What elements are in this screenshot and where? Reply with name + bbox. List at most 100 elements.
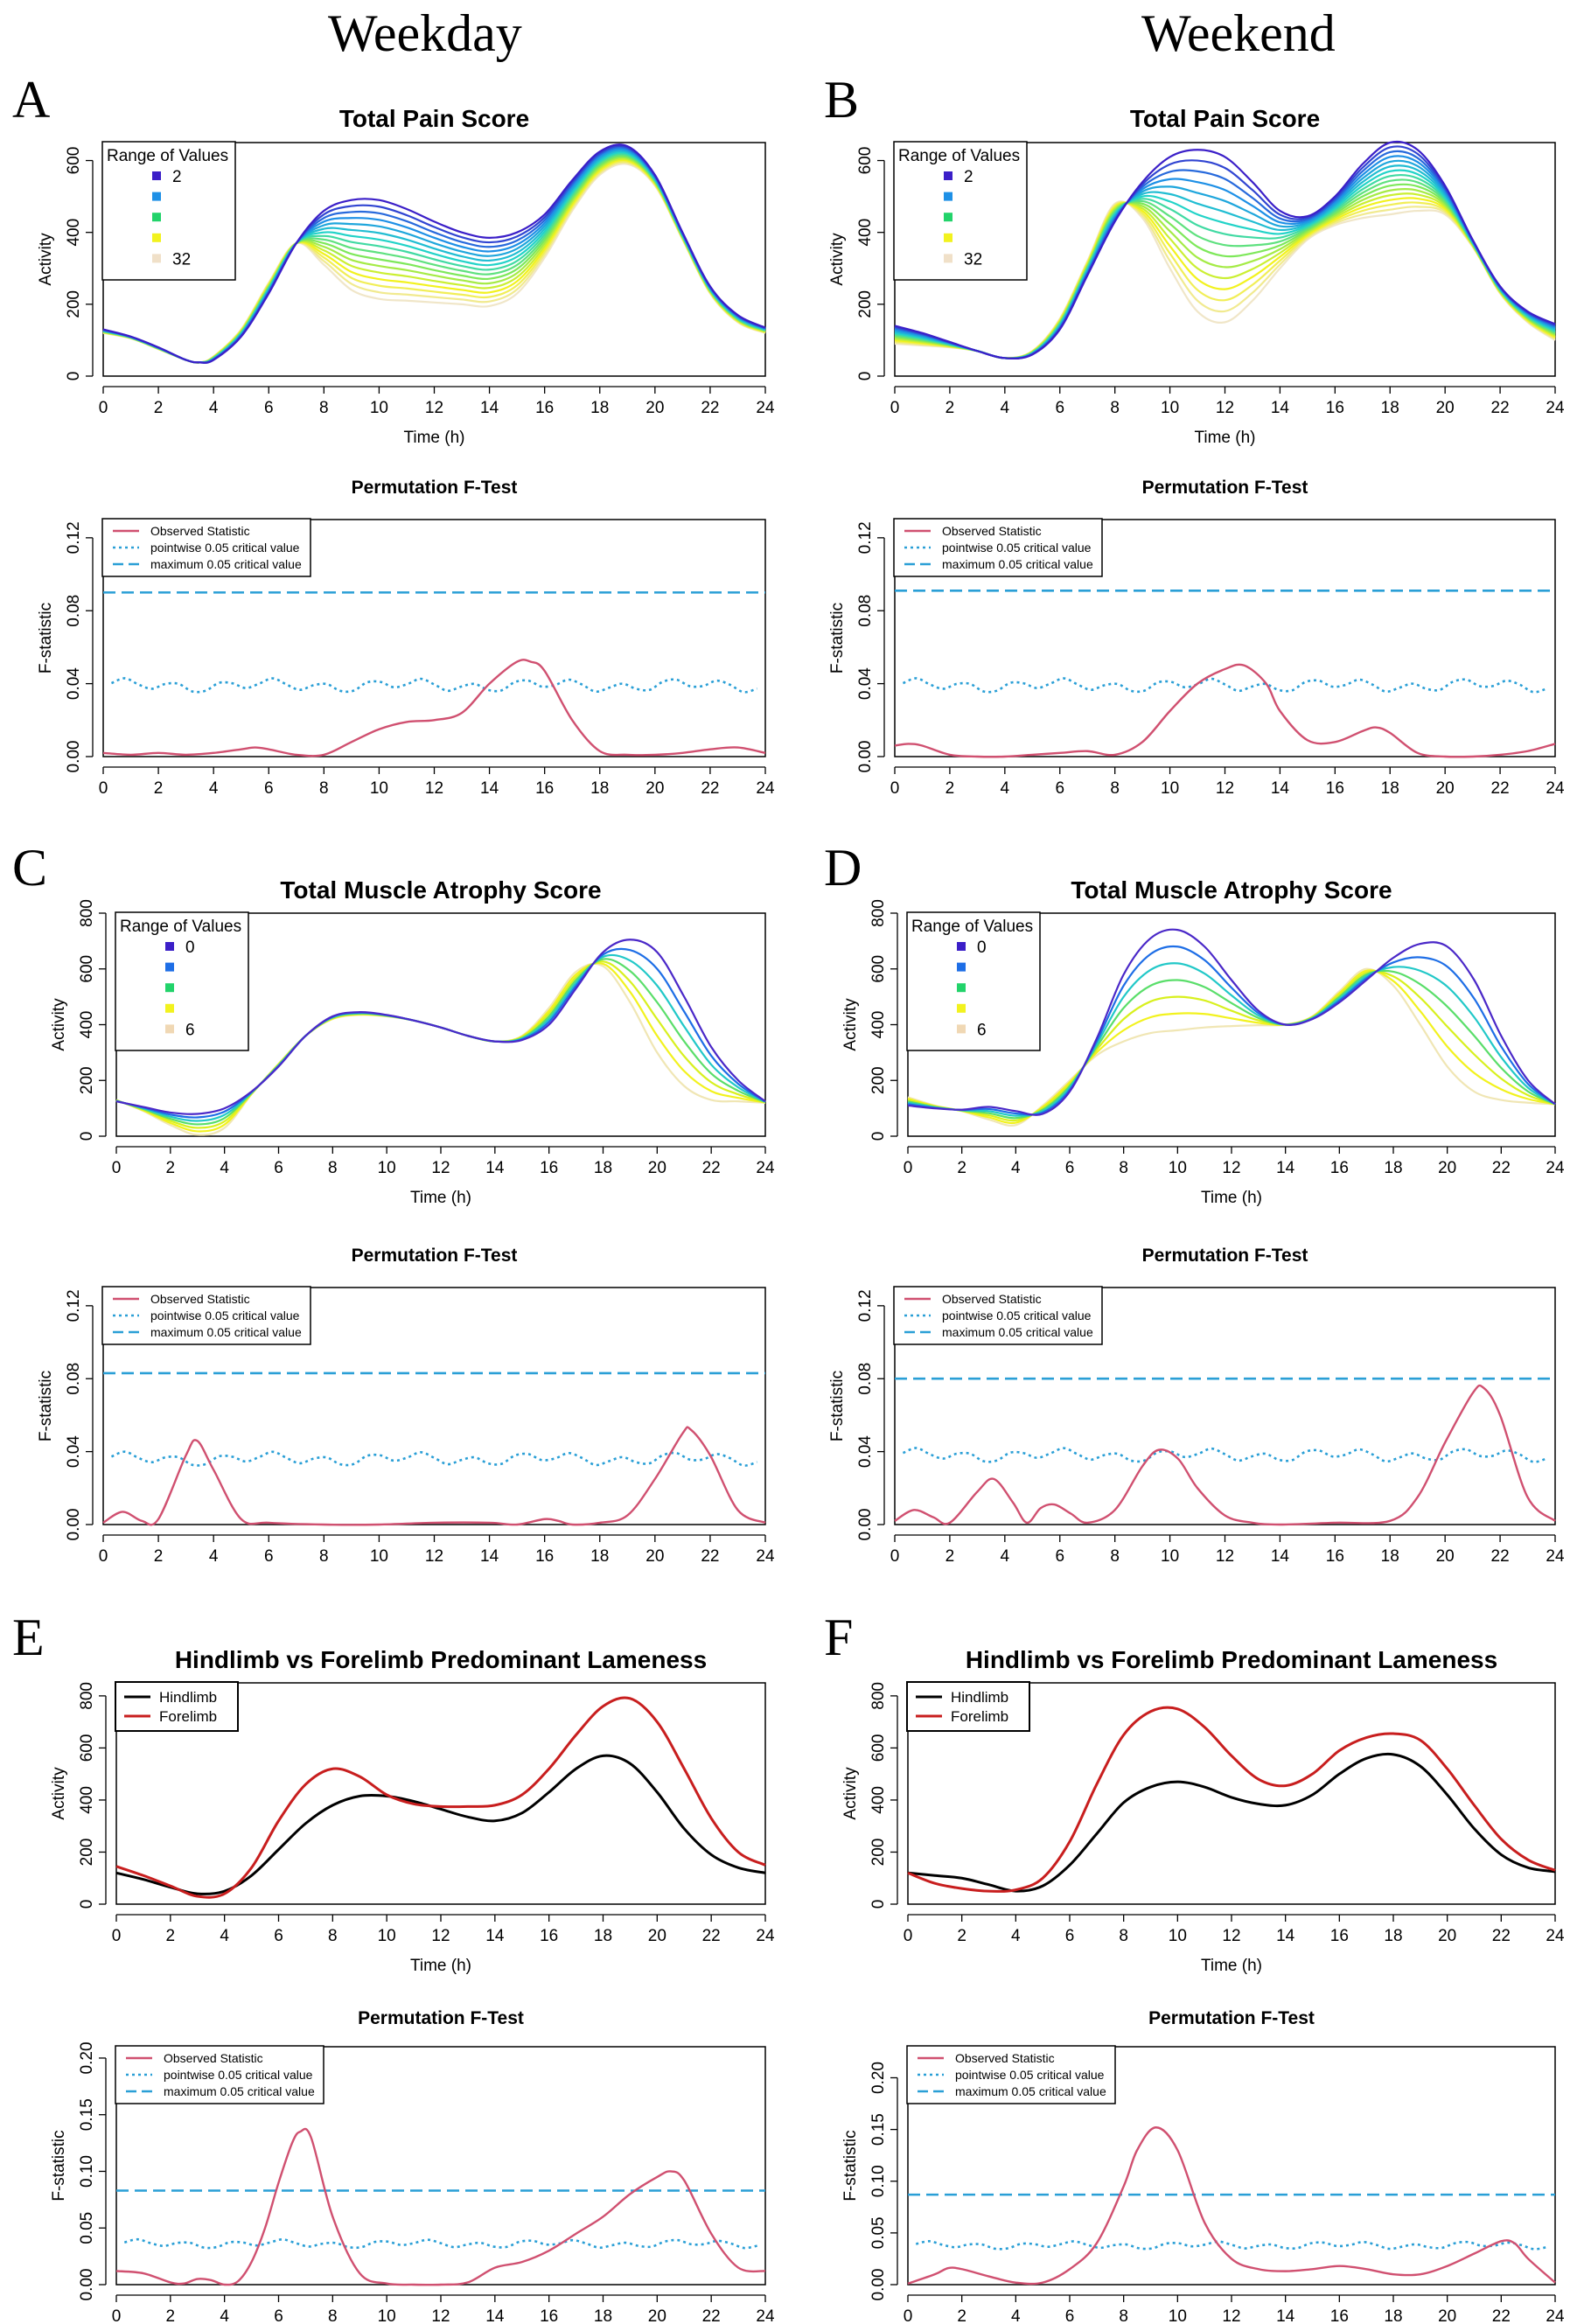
x-tick-label: 18 bbox=[1384, 2307, 1402, 2324]
x-tick-label: 18 bbox=[1381, 399, 1399, 417]
x-tick-label: 22 bbox=[1492, 1159, 1511, 1177]
x-tick-label: 16 bbox=[535, 779, 554, 798]
y-tick-label: 0.00 bbox=[856, 1509, 875, 1541]
legend-swatch bbox=[957, 1024, 966, 1034]
x-tick-label: 4 bbox=[220, 2307, 229, 2324]
x-tick-label: 20 bbox=[1436, 779, 1455, 798]
y-tick-label: 0.08 bbox=[856, 595, 875, 627]
x-tick-label: 16 bbox=[535, 1547, 554, 1566]
series-group bbox=[102, 1371, 766, 1526]
chart-title: Hindlimb vs Forelimb Predominant Lamenes… bbox=[175, 1646, 707, 1673]
panel-letter-d: D bbox=[824, 839, 862, 897]
legend-label: 6 bbox=[977, 1021, 987, 1039]
plot-frame bbox=[907, 2046, 1556, 2286]
x-tick-label: 8 bbox=[319, 779, 329, 798]
legend-label: 32 bbox=[172, 250, 191, 269]
x-tick-label: 22 bbox=[702, 1159, 721, 1177]
x-tick-label: 6 bbox=[274, 2307, 283, 2324]
x-tick-label: 4 bbox=[1001, 779, 1010, 798]
x-tick-label: 8 bbox=[1110, 779, 1120, 798]
legend-box bbox=[893, 1286, 1103, 1345]
x-tick-label: 20 bbox=[1436, 399, 1455, 417]
x-tick-label: 4 bbox=[209, 399, 219, 417]
x-tick-label: 8 bbox=[328, 1927, 338, 1945]
y-tick-label: 200 bbox=[78, 1066, 96, 1094]
x-tick-label: 20 bbox=[1436, 1547, 1455, 1566]
x-tick-label: 2 bbox=[166, 2307, 176, 2324]
y-axis-label: Activity bbox=[841, 1767, 860, 1820]
observed-statistic-line bbox=[907, 2126, 1556, 2286]
legend-label: pointwise 0.05 critical value bbox=[164, 2068, 313, 2082]
legend: Range of Values 2 32 bbox=[893, 141, 1028, 281]
axes: Hindlimb vs Forelimb Predominant Lamenes… bbox=[50, 1646, 775, 1975]
x-tick-label: 14 bbox=[1271, 1547, 1290, 1566]
y-axis-label: F-statistic bbox=[841, 2130, 860, 2201]
x-tick-label: 18 bbox=[1381, 1547, 1399, 1566]
y-tick-label: 0.00 bbox=[869, 2269, 888, 2301]
x-tick-label: 12 bbox=[425, 1547, 443, 1566]
legend: Observed Statistic pointwise 0.05 critica… bbox=[906, 2045, 1116, 2104]
x-tick-label: 10 bbox=[370, 779, 388, 798]
y-tick-label: 200 bbox=[65, 290, 83, 318]
x-tick-label: 2 bbox=[154, 779, 164, 798]
y-tick-label: 0.12 bbox=[856, 521, 875, 554]
chart-title: Total Muscle Atrophy Score bbox=[280, 876, 601, 904]
y-axis-label: F-statistic bbox=[37, 603, 55, 673]
x-tick-label: 24 bbox=[756, 779, 775, 798]
y-tick-label: 200 bbox=[869, 1066, 888, 1094]
y-tick-label: 800 bbox=[869, 1682, 888, 1710]
x-tick-label: 6 bbox=[274, 1159, 283, 1177]
legend-swatch bbox=[152, 233, 161, 242]
x-tick-label: 24 bbox=[1546, 2307, 1565, 2324]
x-tick-label: 20 bbox=[648, 2307, 666, 2324]
legend-label: pointwise 0.05 critical value bbox=[150, 541, 300, 555]
x-tick-label: 20 bbox=[1438, 1159, 1456, 1177]
x-tick-label: 16 bbox=[1330, 1159, 1349, 1177]
plot-frame bbox=[102, 1287, 766, 1525]
legend-label: Observed Statistic bbox=[942, 524, 1042, 538]
x-tick-label: 8 bbox=[328, 2307, 338, 2324]
x-tick-label: 16 bbox=[540, 1159, 558, 1177]
x-tick-label: 16 bbox=[540, 1927, 558, 1945]
x-tick-label: 4 bbox=[1001, 399, 1010, 417]
observed-statistic-line bbox=[102, 659, 766, 757]
x-tick-label: 8 bbox=[1119, 2307, 1128, 2324]
x-tick-label: 0 bbox=[99, 1547, 108, 1566]
observed-statistic-line bbox=[894, 1384, 1556, 1526]
y-tick-label: 0 bbox=[869, 1900, 888, 1909]
x-tick-label: 8 bbox=[1110, 1547, 1120, 1566]
series-line-2 bbox=[102, 143, 766, 364]
x-tick-label: 0 bbox=[890, 779, 900, 798]
x-tick-label: 0 bbox=[99, 399, 108, 417]
x-tick-label: 16 bbox=[1330, 2307, 1349, 2324]
pointwise-critical-line bbox=[110, 677, 757, 694]
x-tick-label: 24 bbox=[1546, 1547, 1565, 1566]
x-tick-label: 16 bbox=[540, 2307, 558, 2324]
x-tick-label: 12 bbox=[1216, 1547, 1234, 1566]
x-tick-label: 6 bbox=[1055, 1547, 1064, 1566]
x-tick-label: 0 bbox=[112, 1927, 122, 1945]
x-tick-label: 20 bbox=[645, 1547, 664, 1566]
pointwise-critical-line bbox=[902, 1447, 1547, 1463]
y-tick-label: 0.00 bbox=[78, 2269, 96, 2301]
x-tick-label: 2 bbox=[154, 1547, 164, 1566]
series-group bbox=[907, 928, 1556, 1127]
x-tick-label: 24 bbox=[1546, 1159, 1565, 1177]
series-group bbox=[907, 2126, 1556, 2286]
legend-swatch bbox=[957, 983, 966, 993]
y-tick-label: 600 bbox=[65, 147, 83, 175]
y-tick-label: 600 bbox=[78, 1734, 96, 1762]
x-tick-label: 12 bbox=[431, 1159, 450, 1177]
legend-label: Observed Statistic bbox=[150, 1292, 250, 1306]
legend-label: pointwise 0.05 critical value bbox=[942, 1309, 1092, 1323]
x-tick-label: 10 bbox=[1169, 2307, 1187, 2324]
legend-swatch bbox=[957, 942, 966, 951]
x-tick-label: 4 bbox=[209, 779, 219, 798]
x-tick-label: 2 bbox=[166, 1927, 176, 1945]
